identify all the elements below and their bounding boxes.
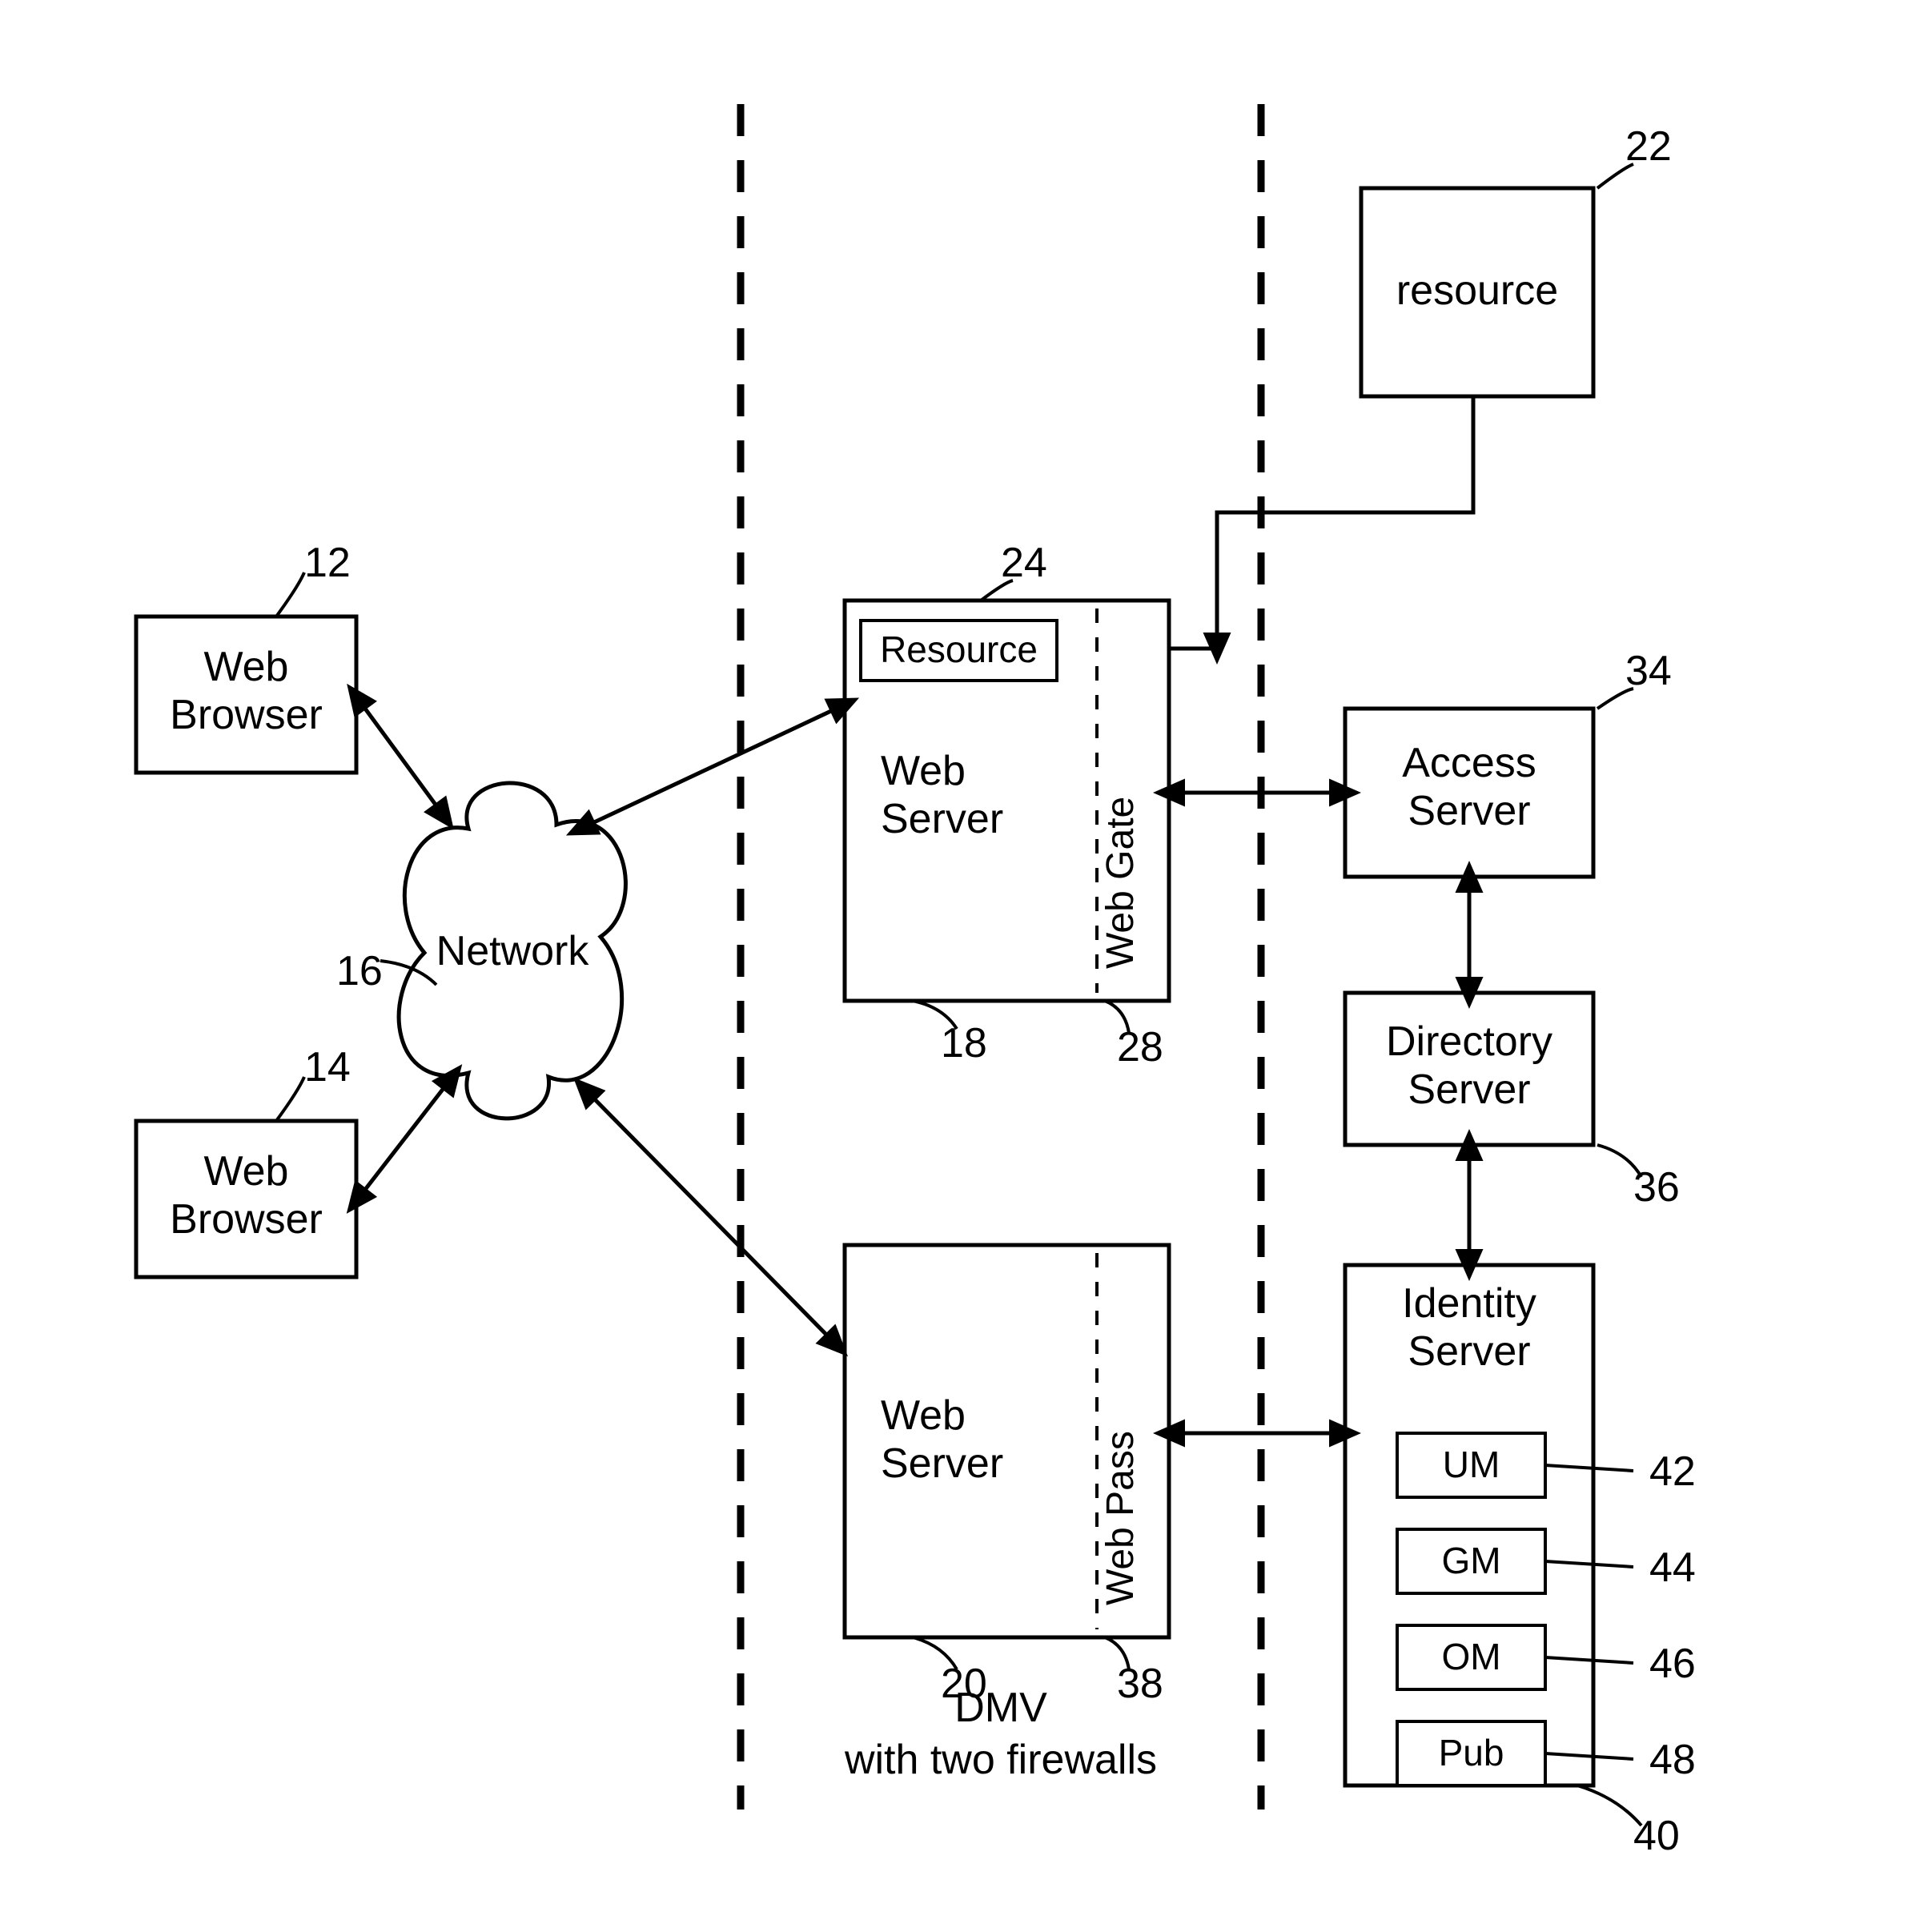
diagram-element: 14 (304, 1044, 351, 1091)
diagram-element: UM (1443, 1444, 1500, 1485)
diagram-element: 42 (1649, 1448, 1696, 1495)
diagram-element: Web Gate (1099, 797, 1142, 969)
diagram-element: Resource (880, 629, 1038, 670)
diagram-element: 22 (1625, 123, 1672, 170)
diagram-element: Identity (1402, 1280, 1536, 1327)
diagram-element: Web Pass (1099, 1431, 1142, 1605)
diagram-element: Server (1408, 1066, 1530, 1113)
diagram-element: Server (881, 796, 1003, 842)
diagram-element: 44 (1649, 1544, 1696, 1591)
diagram-element: Browser (170, 692, 323, 738)
diagram-element: OM (1441, 1636, 1500, 1677)
diagram-element: Access (1402, 740, 1536, 786)
diagram-element: Server (1408, 1328, 1530, 1375)
diagram-element: 48 (1649, 1737, 1696, 1783)
diagram-element: 24 (1001, 540, 1047, 586)
diagram-element: 28 (1117, 1024, 1163, 1070)
diagram-element: 18 (941, 1020, 987, 1066)
diagram-element: 16 (336, 948, 383, 994)
diagram-element: 46 (1649, 1641, 1696, 1687)
diagram-element: Web (881, 748, 966, 794)
diagram-element: Web (204, 1148, 289, 1195)
diagram-element: Pub (1439, 1732, 1504, 1773)
diagram-element: DMV (954, 1685, 1047, 1731)
network-label: Network (436, 928, 590, 974)
diagram-element: 34 (1625, 648, 1672, 694)
diagram-element: Server (881, 1440, 1003, 1487)
diagram-element: 36 (1633, 1164, 1680, 1211)
diagram-element: GM (1441, 1540, 1500, 1581)
diagram-element: resource (1396, 267, 1558, 314)
diagram-element: Server (1408, 788, 1530, 834)
diagram-element: Browser (170, 1196, 323, 1243)
diagram-element: 12 (304, 540, 351, 586)
diagram-element: Web (881, 1392, 966, 1439)
diagram-element: 38 (1117, 1661, 1163, 1707)
diagram-element: Directory (1386, 1018, 1552, 1065)
diagram-element: Web (204, 644, 289, 690)
diagram-element: 40 (1633, 1813, 1680, 1859)
diagram-element: with two firewalls (844, 1737, 1157, 1783)
